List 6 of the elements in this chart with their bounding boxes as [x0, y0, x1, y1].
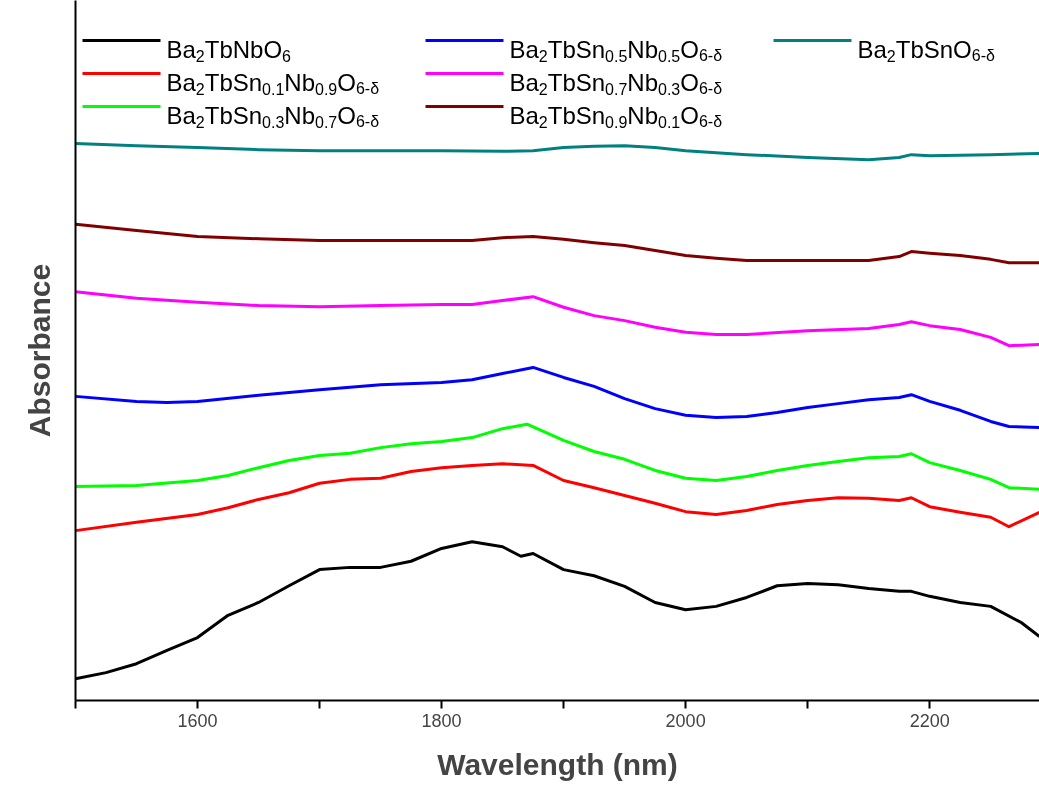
- x-tick-label: 1600: [177, 710, 218, 731]
- x-tick-label: 2200: [909, 710, 950, 731]
- x-axis-title: Wavelength (nm): [437, 747, 678, 781]
- x-tick-label: 2000: [665, 710, 706, 731]
- x-tick-label: 1800: [421, 710, 462, 731]
- y-axis-title: Absorbance: [22, 263, 56, 438]
